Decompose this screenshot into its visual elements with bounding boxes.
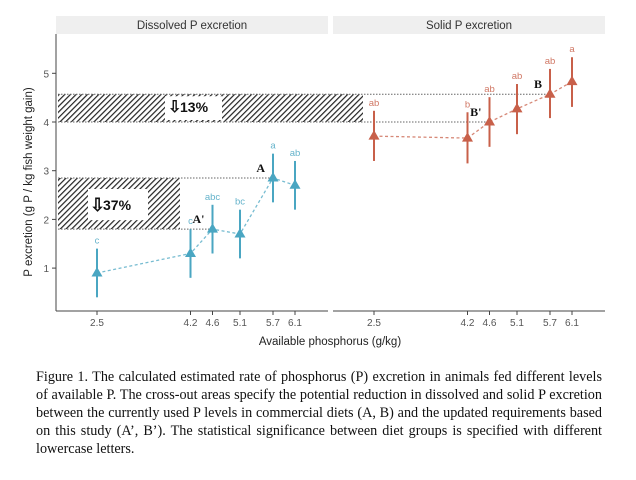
y-tick-label: 2: [43, 215, 49, 226]
x-tick-label: 5.7: [543, 318, 557, 329]
significance-letter: abc: [205, 192, 221, 203]
x-tick-label: 6.1: [565, 318, 579, 329]
panel-title-solid: Solid P excretion: [426, 20, 512, 32]
data-point: [185, 247, 196, 257]
x-tick-label: 2.5: [90, 318, 104, 329]
strip-dissolved: [56, 16, 328, 34]
x-tick-label: 6.1: [288, 318, 302, 329]
data-point: [484, 116, 495, 126]
down-arrow-outline-icon: ⇩: [90, 195, 105, 215]
data-point: [234, 228, 246, 238]
x-tick-label: 2.5: [367, 318, 381, 329]
data-point: [462, 132, 473, 142]
data-point: [91, 266, 103, 277]
series-line-dissolved: [96, 177, 296, 274]
x-tick-label: 5.1: [233, 318, 247, 329]
point-annotation: B: [534, 77, 542, 91]
significance-letter: a: [569, 44, 575, 55]
significance-letter: ab: [545, 56, 556, 67]
series-line-solid: [373, 81, 573, 139]
reduction-label-box-37: [88, 189, 148, 221]
data-point: [289, 179, 301, 189]
significance-letter: ab: [512, 71, 523, 82]
y-tick-label: 3: [43, 167, 49, 178]
data-point: [566, 75, 578, 86]
x-tick-label: 4.2: [184, 318, 198, 329]
data-point: [368, 130, 380, 140]
significance-letter: a: [270, 141, 276, 152]
significance-letter: ab: [290, 148, 301, 159]
significance-letter: c: [188, 216, 193, 227]
panel-title-dissolved: Dissolved P excretion: [137, 20, 247, 32]
significance-letter: b: [465, 99, 470, 110]
y-tick-label: 1: [43, 264, 49, 275]
reduction-label-37: 37%: [103, 197, 132, 213]
chart: Dissolved P excretion Solid P excretion …: [23, 16, 605, 348]
reduction-label-box-13: [165, 96, 222, 120]
x-tick-label: 5.1: [510, 318, 524, 329]
x-tick-label: 5.7: [266, 318, 280, 329]
point-annotation: B': [470, 105, 481, 119]
y-tick-label: 5: [43, 69, 49, 80]
y-tick-label: 4: [43, 118, 49, 129]
significance-letter: c: [95, 236, 100, 247]
reduction-label-13: 13%: [180, 99, 209, 115]
significance-letter: ab: [484, 84, 495, 95]
strip-solid: [333, 16, 605, 34]
down-arrow-outline-icon: ⇩: [168, 99, 181, 116]
figure-caption: Figure 1. The calculated estimated rate …: [36, 369, 602, 457]
data-point: [267, 172, 279, 182]
significance-letter: bc: [235, 197, 245, 208]
y-axis-label: P excretion (g P / kg fish weight gain): [23, 87, 35, 277]
significance-letter: ab: [369, 98, 380, 109]
x-tick-label: 4.6: [483, 318, 497, 329]
x-tick-label: 4.6: [206, 318, 220, 329]
data-point: [207, 223, 218, 233]
x-axis-label: Available phosphorus (g/kg): [259, 336, 402, 348]
x-tick-label: 4.2: [461, 318, 475, 329]
data-point: [544, 88, 556, 98]
point-annotation: A: [256, 161, 265, 175]
data-point: [511, 102, 523, 113]
point-annotation: A': [193, 212, 205, 226]
